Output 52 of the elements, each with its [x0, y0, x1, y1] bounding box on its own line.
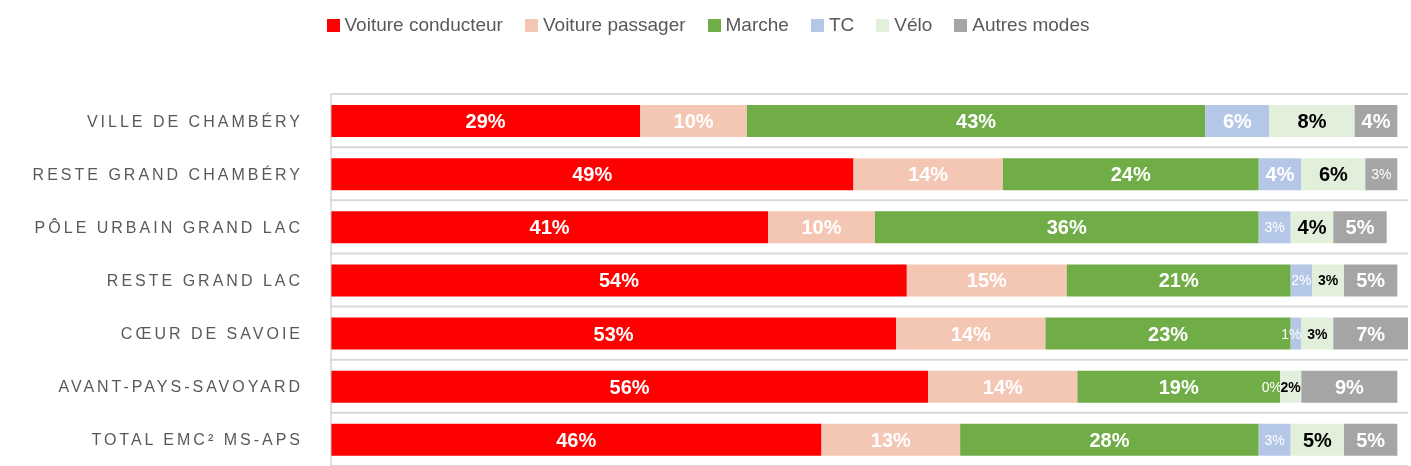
legend-label: TC [827, 14, 855, 36]
data-label: 5% [1356, 428, 1386, 451]
data-label: 13% [870, 428, 912, 451]
data-label: 14% [950, 322, 992, 345]
data-label: 14% [908, 163, 949, 186]
data-label: 7% [1356, 322, 1386, 345]
legend-label: Marche [724, 14, 789, 36]
data-label: 4% [1361, 110, 1391, 132]
data-label: 41% [529, 216, 570, 239]
data-label: 2% [1291, 272, 1312, 289]
data-label: 15% [966, 269, 1008, 292]
data-label: 3% [1307, 325, 1329, 342]
y-tick-label: TOTAL EMC² MS-APS [91, 431, 303, 449]
data-label: 9% [1334, 375, 1365, 398]
legend-label: Vélo [893, 14, 933, 36]
data-label: 56% [609, 375, 650, 398]
y-tick-label: RESTE GRAND CHAMBÉRY [32, 164, 303, 183]
data-label: 53% [593, 322, 634, 345]
legend-label: Voiture conducteur [343, 14, 503, 36]
data-label: 3% [1264, 219, 1285, 236]
data-label: 10% [673, 110, 714, 132]
data-label: 5% [1302, 428, 1333, 451]
data-label: 49% [572, 163, 613, 186]
y-tick-label: AVANT-PAYS-SAVOYARD [58, 378, 303, 396]
y-tick-label: CŒUR DE SAVOIE [120, 325, 303, 343]
data-label: 21% [1158, 269, 1199, 292]
data-label: 4% [1265, 163, 1295, 186]
legend-label: Voiture passager [541, 14, 686, 36]
data-label: 6% [1318, 163, 1349, 186]
data-label: 10% [801, 216, 842, 239]
data-label: 3% [1264, 431, 1285, 448]
data-label: 8% [1297, 110, 1327, 132]
legend-label: Autres modes [971, 14, 1090, 36]
y-tick-label: VILLE DE CHAMBÉRY [86, 111, 303, 130]
data-label: 46% [556, 428, 597, 451]
data-label: 5% [1345, 216, 1375, 239]
data-label: 5% [1356, 269, 1386, 292]
y-tick-label: RESTE GRAND LAC [106, 272, 303, 289]
data-label: 24% [1110, 163, 1151, 186]
data-label: 3% [1371, 166, 1392, 183]
data-label: 19% [1158, 375, 1199, 398]
data-label: 23% [1148, 322, 1189, 345]
data-label: 28% [1089, 428, 1130, 451]
data-label: 43% [956, 110, 997, 132]
data-label: 36% [1046, 216, 1087, 239]
data-label: 6% [1222, 110, 1253, 132]
data-label: 4% [1297, 216, 1327, 239]
data-label: 14% [982, 375, 1024, 398]
data-label: 29% [465, 110, 506, 132]
y-tick-label: PÔLE URBAIN GRAND LAC [34, 217, 303, 236]
data-label: 54% [598, 269, 640, 292]
data-label: 3% [1317, 272, 1339, 289]
